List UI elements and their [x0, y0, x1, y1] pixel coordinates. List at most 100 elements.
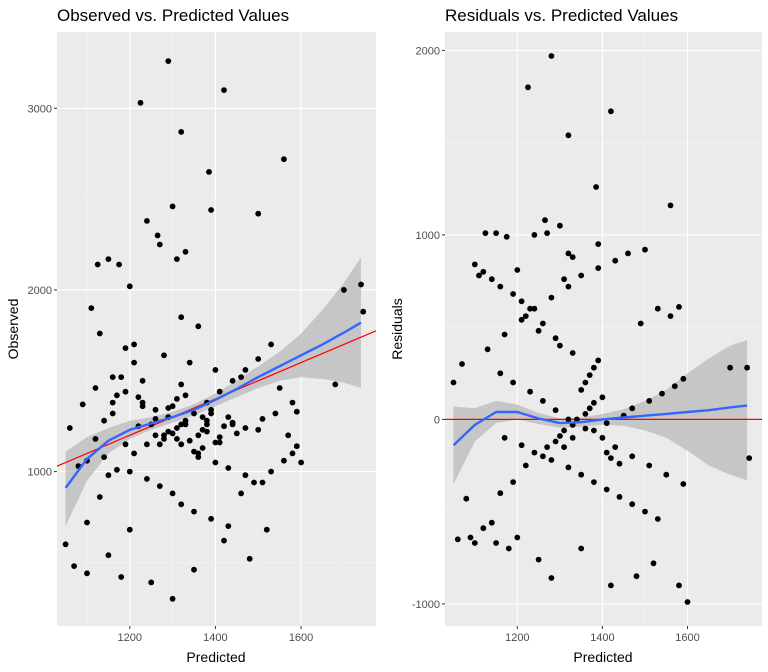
data-point: [62, 541, 69, 548]
data-point: [488, 519, 495, 526]
data-point: [659, 390, 665, 397]
data-point: [535, 327, 542, 334]
data-points: [62, 58, 367, 602]
data-point: [152, 416, 159, 422]
data-point: [548, 457, 555, 463]
y-tick-label: 0: [434, 414, 440, 426]
data-point: [169, 595, 176, 602]
data-point: [208, 515, 215, 522]
data-point: [484, 346, 491, 353]
data-point: [552, 407, 559, 414]
data-point: [557, 222, 563, 229]
data-point: [637, 320, 644, 327]
data-point: [79, 401, 86, 408]
data-point: [522, 462, 529, 469]
data-point: [603, 449, 610, 456]
data-point: [118, 574, 125, 580]
data-point: [518, 298, 525, 305]
data-point: [531, 232, 538, 238]
data-point: [565, 416, 572, 423]
data-point: [263, 526, 270, 533]
data-point: [608, 108, 614, 115]
data-point: [497, 370, 504, 377]
data-point: [542, 217, 548, 224]
data-point: [212, 367, 219, 373]
data-point: [557, 342, 563, 349]
data-point: [514, 267, 521, 273]
data-point: [574, 416, 580, 423]
axis-ticks: 1200 1400 1600 1000 2000 3000: [28, 103, 314, 644]
data-point: [152, 406, 159, 413]
data-point: [255, 426, 262, 433]
data-point: [561, 444, 567, 450]
data-point: [671, 383, 678, 390]
data-point: [178, 441, 185, 448]
data-point: [552, 438, 559, 445]
grid-lines: [57, 32, 376, 626]
data-point: [169, 490, 176, 497]
data-point: [544, 230, 550, 237]
data-point: [501, 331, 508, 338]
data-point: [131, 341, 138, 348]
data-point: [646, 462, 653, 469]
data-point: [608, 582, 614, 589]
data-point: [178, 501, 185, 508]
data-point: [225, 414, 232, 420]
data-point: [544, 444, 550, 450]
data-point: [603, 420, 610, 426]
data-point: [493, 230, 499, 237]
data-point: [204, 421, 210, 428]
data-point: [122, 345, 129, 351]
data-point: [650, 560, 657, 567]
data-point: [156, 241, 163, 248]
data-point: [540, 398, 546, 404]
data-point: [595, 357, 602, 364]
data-point: [122, 388, 129, 395]
data-point: [259, 479, 266, 486]
data-point: [510, 479, 516, 485]
data-point: [105, 472, 112, 479]
data-point: [531, 449, 538, 456]
data-point: [476, 272, 482, 279]
data-point: [109, 399, 116, 406]
data-point: [208, 406, 215, 413]
y-tick-label: 2000: [416, 45, 440, 57]
x-tick-label: 1200: [118, 632, 142, 644]
data-point: [667, 202, 674, 209]
data-point: [471, 261, 478, 268]
data-point: [591, 364, 597, 371]
data-point: [505, 545, 512, 552]
data-point: [463, 495, 470, 502]
data-point: [131, 450, 138, 457]
data-point: [174, 256, 180, 262]
data-point: [629, 501, 636, 508]
data-point: [561, 427, 567, 434]
data-point: [255, 210, 262, 217]
panel-residuals-vs-predicted: Residuals vs. Predicted Values 1200 1400 1…: [389, 6, 762, 665]
data-point: [246, 555, 253, 562]
smooth-line: [64, 321, 362, 489]
data-point: [221, 537, 227, 544]
data-point: [629, 405, 636, 412]
data-point: [467, 534, 474, 541]
data-point: [480, 268, 487, 275]
chart-title: Observed vs. Predicted Values: [57, 6, 289, 25]
x-tick-label: 1400: [203, 632, 227, 644]
data-point: [518, 316, 525, 323]
data-point: [612, 257, 619, 264]
data-point: [165, 58, 172, 64]
loess-smooth-line: [452, 404, 748, 447]
data-point: [501, 434, 508, 441]
data-point: [518, 442, 525, 449]
data-point: [212, 439, 219, 446]
data-point: [229, 419, 236, 426]
x-tick-label: 1200: [505, 632, 529, 644]
data-point: [332, 381, 339, 388]
data-point: [676, 582, 682, 589]
data-point: [195, 432, 202, 439]
x-tick-label: 1600: [289, 632, 313, 644]
data-point: [216, 439, 223, 446]
data-point: [503, 233, 510, 240]
data-point: [208, 207, 215, 213]
data-point: [178, 129, 185, 135]
